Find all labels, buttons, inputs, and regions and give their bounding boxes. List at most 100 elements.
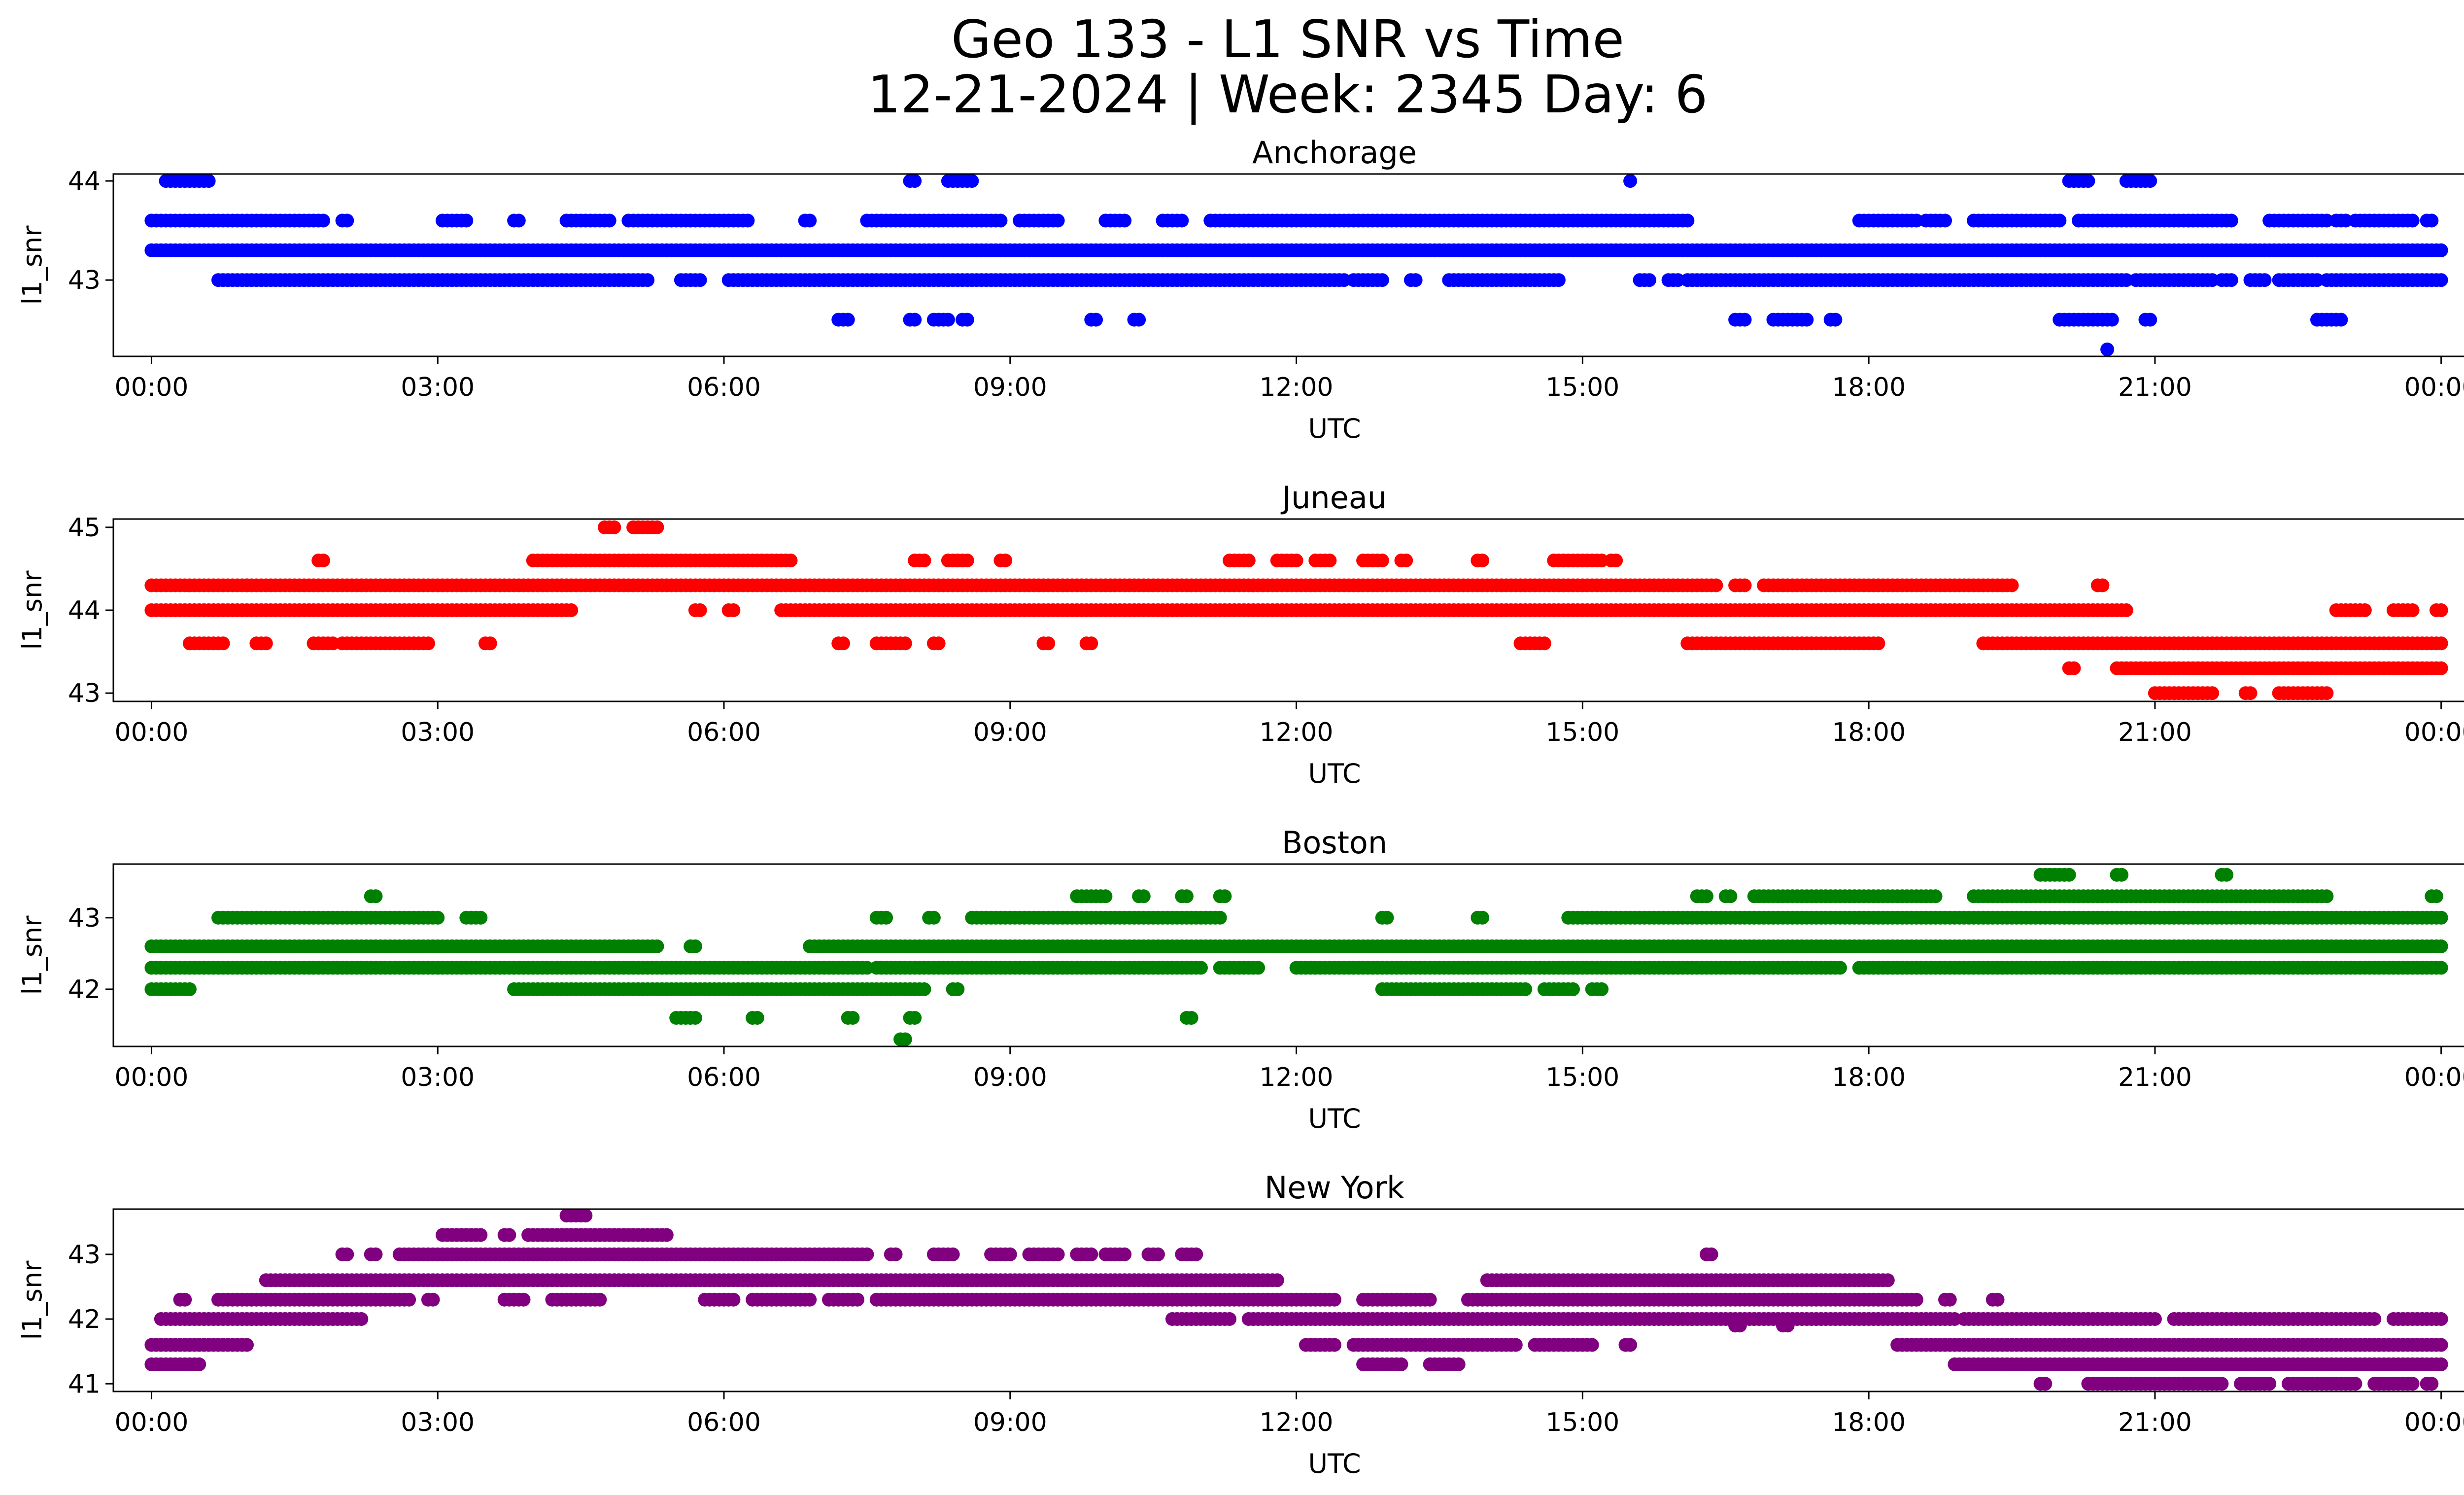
juneau-data-point xyxy=(316,554,330,568)
anchorage-panel-title: Anchorage xyxy=(1252,135,1417,171)
juneau-x-tick-label: 00:00 xyxy=(115,718,189,747)
anchorage-data-point xyxy=(512,213,526,228)
anchorage-data-point xyxy=(2081,174,2095,188)
boston-data-point xyxy=(2434,961,2448,975)
anchorage-data-point xyxy=(1051,213,1065,228)
new-york-data-point xyxy=(1328,1338,1341,1352)
anchorage-x-tick-label: 15:00 xyxy=(1545,373,1619,402)
boston-data-point xyxy=(1179,889,1194,904)
juneau-data-point xyxy=(1041,636,1056,651)
juneau-data-point xyxy=(421,636,435,651)
boston-data-point xyxy=(750,1011,764,1025)
juneau-data-point xyxy=(2358,603,2372,617)
new-york-data-point xyxy=(402,1292,416,1307)
boston-data-point xyxy=(1136,889,1151,904)
juneau-data-point xyxy=(1375,554,1389,568)
boston-data-point xyxy=(1566,982,1580,996)
boston-data-point xyxy=(474,910,488,925)
juneau-y-tick-label: 44 xyxy=(68,596,101,626)
new-york-data-point xyxy=(2434,1312,2448,1326)
juneau-data-point xyxy=(960,554,974,568)
juneau-y-tick-label: 45 xyxy=(68,513,101,543)
juneau-data-point xyxy=(1871,636,1885,651)
new-york-data-point xyxy=(178,1292,192,1307)
juneau-data-point xyxy=(259,636,273,651)
anchorage-data-point xyxy=(1738,313,1752,327)
juneau-data-point xyxy=(1323,554,1337,568)
anchorage-data-point xyxy=(2425,213,2439,228)
boston-y-tick-label: 43 xyxy=(68,904,101,933)
new-york-data-point xyxy=(593,1292,607,1307)
anchorage-data-point xyxy=(1118,213,1132,228)
juneau-x-tick-label: 03:00 xyxy=(401,718,475,747)
anchorage-x-tick-label: 21:00 xyxy=(2118,373,2192,402)
new-york-data-point xyxy=(240,1338,254,1352)
boston-data-point xyxy=(2115,868,2129,882)
new-york-data-point xyxy=(726,1292,741,1307)
juneau-data-point xyxy=(1738,578,1752,592)
figure-subtitle: 12-21-2024 | Week: 2345 Day: 6 xyxy=(867,65,1708,125)
boston-x-tick-label: 12:00 xyxy=(1260,1063,1334,1092)
boston-data-point xyxy=(879,910,893,925)
boston-data-point xyxy=(1595,982,1609,996)
boston-y-axis-label: l1_snr xyxy=(17,915,48,995)
boston-data-point xyxy=(1833,961,1847,975)
figure-title: Geo 133 - L1 SNR vs Time xyxy=(951,9,1625,70)
anchorage-x-tick-label: 03:00 xyxy=(401,373,475,402)
juneau-x-tick-label: 06:00 xyxy=(687,718,761,747)
anchorage-data-point xyxy=(908,313,922,327)
anchorage-data-point xyxy=(2053,213,2067,228)
anchorage-x-tick-label: 00:00 xyxy=(2404,373,2464,402)
anchorage-data-point xyxy=(2100,342,2115,356)
new-york-data-point xyxy=(2434,1357,2448,1371)
juneau-data-point xyxy=(2243,686,2258,700)
anchorage-data-point xyxy=(965,174,979,188)
boston-data-point xyxy=(2430,889,2443,904)
juneau-data-point xyxy=(917,554,931,568)
new-york-data-point xyxy=(192,1357,206,1371)
anchorage-data-point xyxy=(1800,313,1814,327)
juneau-data-point xyxy=(931,636,946,651)
boston-data-point xyxy=(688,1011,702,1025)
juneau-data-point xyxy=(1289,554,1303,568)
anchorage-data-point xyxy=(2434,243,2448,257)
juneau-x-tick-label: 00:00 xyxy=(2404,718,2464,747)
juneau-data-point xyxy=(564,603,579,617)
new-york-data-point xyxy=(1623,1338,1638,1352)
boston-y-tick-label: 42 xyxy=(68,975,101,1005)
anchorage-data-point xyxy=(1375,273,1389,287)
anchorage-data-point xyxy=(1551,273,1566,287)
new-york-data-point xyxy=(516,1292,531,1307)
anchorage-data-point xyxy=(2434,273,2448,287)
anchorage-x-tick-label: 18:00 xyxy=(1832,373,1906,402)
anchorage-data-point xyxy=(316,213,330,228)
boston-data-point xyxy=(1700,889,1713,904)
boston-data-point xyxy=(650,939,664,953)
boston-data-point xyxy=(1251,961,1266,975)
anchorage-data-point xyxy=(340,213,354,228)
juneau-data-point xyxy=(2005,578,2019,592)
juneau-data-point xyxy=(2405,603,2420,617)
anchorage-data-point xyxy=(2143,174,2157,188)
juneau-x-tick-label: 18:00 xyxy=(1832,718,1906,747)
juneau-x-tick-label: 09:00 xyxy=(973,718,1047,747)
boston-data-point xyxy=(2220,868,2234,882)
boston-x-tick-label: 21:00 xyxy=(2118,1063,2192,1092)
anchorage-y-tick-label: 43 xyxy=(68,266,101,295)
anchorage-x-tick-label: 09:00 xyxy=(973,373,1047,402)
anchorage-data-point xyxy=(2119,273,2133,287)
juneau-data-point xyxy=(2434,636,2448,651)
juneau-data-point xyxy=(607,520,621,534)
anchorage-data-point xyxy=(1909,213,1923,228)
juneau-data-point xyxy=(726,603,741,617)
anchorage-x-axis-label: UTC xyxy=(1308,413,1361,444)
juneau-data-point xyxy=(2434,603,2448,617)
anchorage-data-point xyxy=(602,213,616,228)
anchorage-data-point xyxy=(1828,313,1843,327)
boston-data-point xyxy=(846,1011,860,1025)
juneau-data-point xyxy=(483,636,497,651)
anchorage-data-point xyxy=(2105,313,2119,327)
juneau-data-point xyxy=(2205,686,2220,700)
juneau-data-point xyxy=(1084,636,1098,651)
